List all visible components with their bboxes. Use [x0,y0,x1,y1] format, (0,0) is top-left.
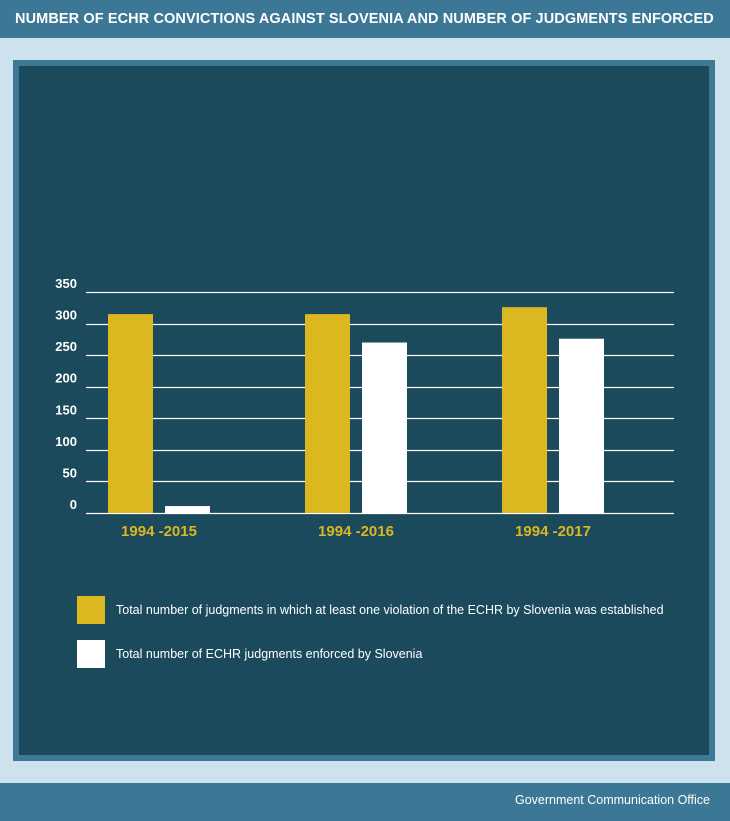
footer-bar: Government Communication Office [0,783,730,821]
x-tick-label: 1994 -2015 [121,523,197,540]
x-axis-ticks: 1994 -2015 1994 -2016 1994 -2017 [121,523,591,540]
bar [502,307,547,513]
y-tick-label: 100 [55,434,77,449]
legend: Total number of judgments in which at le… [77,596,664,684]
footer-credit: Government Communication Office [515,793,710,807]
bar [108,314,153,513]
legend-item-enforced: Total number of ECHR judgments enforced … [77,640,664,668]
bar [305,314,350,513]
bars [108,307,604,513]
x-tick-label: 1994 -2017 [515,523,591,540]
bar [559,338,604,513]
bar [362,342,407,513]
chart-title: NUMBER OF ECHR CONVICTIONS AGAINST SLOVE… [15,11,714,27]
legend-swatch-enforced [77,640,105,668]
y-tick-label: 200 [55,371,77,386]
legend-item-violations: Total number of judgments in which at le… [77,596,664,624]
x-tick-label: 1994 -2016 [318,523,394,540]
y-tick-label: 300 [55,308,77,323]
y-axis-ticks: 0 50 100 150 200 250 300 350 [55,276,77,512]
y-tick-label: 0 [70,497,77,512]
legend-label-enforced: Total number of ECHR judgments enforced … [116,647,423,661]
y-tick-label: 50 [63,465,77,480]
bar [165,506,210,513]
y-tick-label: 250 [55,339,77,354]
legend-label-violations: Total number of judgments in which at le… [116,603,664,617]
y-tick-label: 350 [55,276,77,291]
title-bar: NUMBER OF ECHR CONVICTIONS AGAINST SLOVE… [0,0,730,38]
legend-swatch-violations [77,596,105,624]
y-tick-label: 150 [55,402,77,417]
